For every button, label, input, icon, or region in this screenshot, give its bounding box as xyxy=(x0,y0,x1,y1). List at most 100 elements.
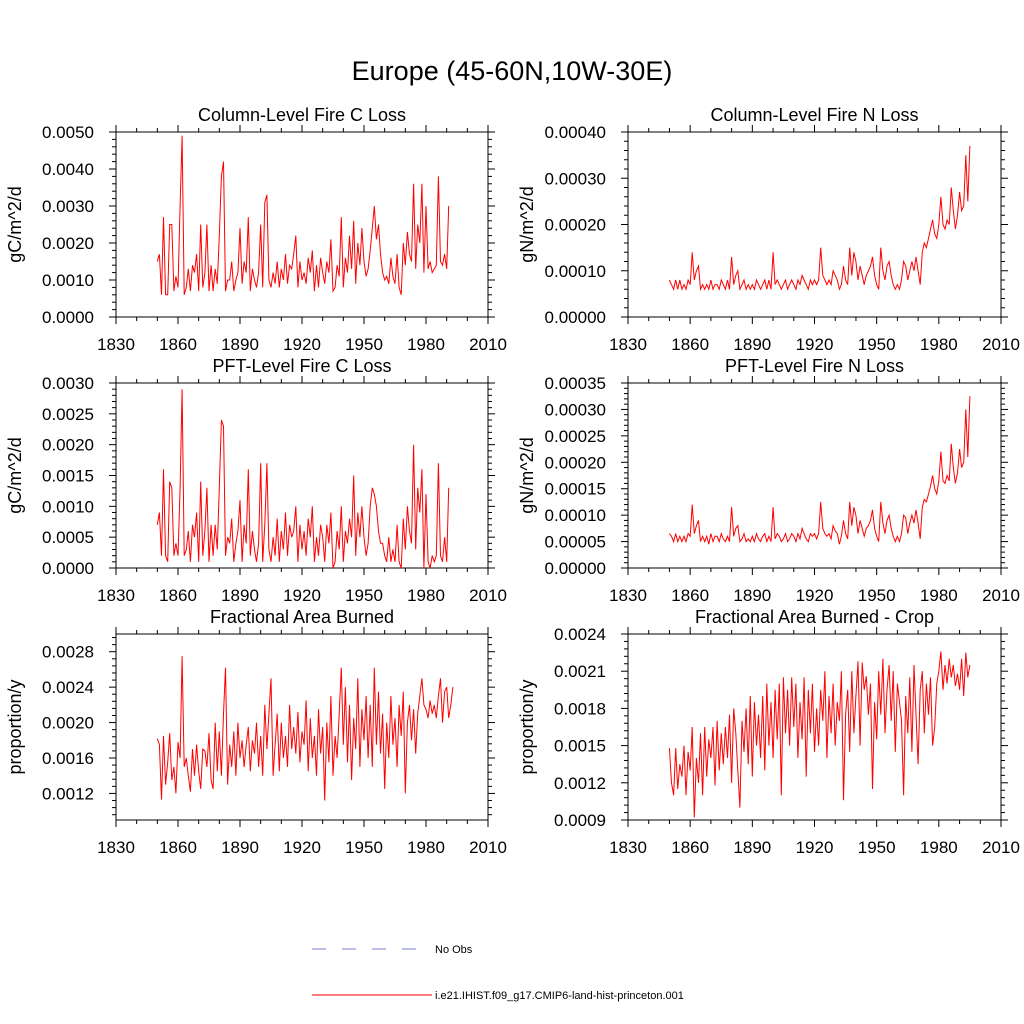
x-tick-label: 1860 xyxy=(671,586,709,605)
main-title: Europe (45-60N,10W-30E) xyxy=(351,56,673,86)
y-tick-label: 0.00020 xyxy=(545,216,606,235)
y-tick-label: 0.0000 xyxy=(42,559,94,578)
y-tick-label: 0.0024 xyxy=(42,678,94,697)
x-tick-label: 1890 xyxy=(221,586,259,605)
y-tick-label: 0.0050 xyxy=(42,123,94,142)
x-tick-label: 1950 xyxy=(858,335,896,354)
x-tick-label: 1920 xyxy=(796,586,834,605)
y-tick-label: 0.00020 xyxy=(545,453,606,472)
y-tick-label: 0.0040 xyxy=(42,160,94,179)
x-tick-label: 1890 xyxy=(221,838,259,857)
plot-frame xyxy=(115,633,489,821)
chart-panel-4: PFT-Level Fire N Loss gN/m^2/d 1830 1860 189… xyxy=(517,356,1020,605)
y-axis-label: proportion/y xyxy=(517,679,537,774)
y-tick-label: 0.0012 xyxy=(42,784,94,803)
x-tick-label: 1890 xyxy=(733,838,771,857)
panel-title: Fractional Area Burned xyxy=(210,607,394,627)
y-tick-label: 0.0015 xyxy=(42,467,94,486)
panel-title: Column-Level Fire N Loss xyxy=(710,105,918,125)
x-tick-label: 1950 xyxy=(858,586,896,605)
y-tick-label: 0.00005 xyxy=(545,533,606,552)
y-tick-label: 0.0015 xyxy=(554,737,606,756)
series-line xyxy=(669,396,971,545)
x-tick-label: 1950 xyxy=(345,335,383,354)
x-tick-label: 1950 xyxy=(858,838,896,857)
series-line xyxy=(156,656,454,801)
y-axis-label: gN/m^2/d xyxy=(517,186,537,262)
y-tick-label: 0.00000 xyxy=(545,308,606,327)
panel-title: Column-Level Fire C Loss xyxy=(198,105,406,125)
y-tick-label: 0.00040 xyxy=(545,123,606,142)
y-axis-label: gN/m^2/d xyxy=(517,437,537,513)
series-line xyxy=(156,135,450,296)
y-tick-label: 0.0010 xyxy=(42,497,94,516)
panel-title: Fractional Area Burned - Crop xyxy=(695,607,934,627)
y-tick-label: 0.0021 xyxy=(554,662,606,681)
x-tick-label: 1890 xyxy=(221,335,259,354)
x-tick-label: 2010 xyxy=(469,586,507,605)
x-tick-label: 1950 xyxy=(345,586,383,605)
series-line xyxy=(668,651,971,818)
y-tick-label: 0.0020 xyxy=(42,714,94,733)
legend: No Obs i.e21.IHIST.f09_g17.CMIP6-land-his… xyxy=(312,944,684,1002)
plot-frame xyxy=(115,382,489,569)
plot-frame xyxy=(627,382,1002,569)
y-tick-label: 0.0000 xyxy=(42,308,94,327)
x-tick-label: 1980 xyxy=(407,838,445,857)
y-tick-label: 0.0024 xyxy=(554,625,606,644)
x-tick-label: 1920 xyxy=(796,838,834,857)
x-tick-label: 1830 xyxy=(97,838,135,857)
y-tick-label: 0.0020 xyxy=(42,234,94,253)
y-tick-label: 0.0030 xyxy=(42,374,94,393)
chart-panel-6: Fractional Area Burned - Crop proportion/… xyxy=(517,607,1020,857)
x-tick-label: 2010 xyxy=(469,838,507,857)
x-tick-label: 2010 xyxy=(982,335,1020,354)
x-tick-label: 1860 xyxy=(159,335,197,354)
x-tick-label: 1830 xyxy=(97,586,135,605)
y-tick-label: 0.0012 xyxy=(554,774,606,793)
x-tick-label: 2010 xyxy=(982,838,1020,857)
y-axis-label: gC/m^2/d xyxy=(5,437,25,513)
y-tick-label: 0.00010 xyxy=(545,262,606,281)
x-tick-label: 1920 xyxy=(796,335,834,354)
x-tick-label: 1830 xyxy=(609,335,647,354)
y-tick-label: 0.00000 xyxy=(545,559,606,578)
panel-title: PFT-Level Fire C Loss xyxy=(212,356,391,376)
x-tick-label: 1980 xyxy=(407,586,445,605)
chart-panel-5: Fractional Area Burned proportion/y 1830 18… xyxy=(5,607,507,857)
y-tick-label: 0.0018 xyxy=(554,699,606,718)
plot-frame xyxy=(627,131,1002,318)
x-tick-label: 2010 xyxy=(982,586,1020,605)
legend-label-model: i.e21.IHIST.f09_g17.CMIP6-land-hist-prin… xyxy=(435,990,684,1002)
y-tick-label: 0.00030 xyxy=(545,169,606,188)
y-tick-label: 0.0016 xyxy=(42,749,94,768)
x-tick-label: 1980 xyxy=(920,335,958,354)
y-axis-label: gC/m^2/d xyxy=(5,186,25,262)
y-tick-label: 0.0020 xyxy=(42,436,94,455)
y-tick-label: 0.0028 xyxy=(42,643,94,662)
x-tick-label: 1950 xyxy=(345,838,383,857)
y-axis-label: proportion/y xyxy=(5,679,25,774)
chart-panel-3: PFT-Level Fire C Loss gC/m^2/d 1830 1860 189… xyxy=(5,356,507,605)
y-tick-label: 0.00015 xyxy=(545,480,606,499)
x-tick-label: 1860 xyxy=(671,335,709,354)
y-tick-label: 0.0025 xyxy=(42,405,94,424)
x-tick-label: 1980 xyxy=(407,335,445,354)
plot-frame xyxy=(627,633,1002,821)
y-tick-label: 0.0005 xyxy=(42,528,94,547)
x-tick-label: 1980 xyxy=(920,586,958,605)
y-tick-label: 0.0030 xyxy=(42,197,94,216)
x-tick-label: 1830 xyxy=(97,335,135,354)
x-tick-label: 1860 xyxy=(671,838,709,857)
x-tick-label: 1860 xyxy=(159,838,197,857)
y-tick-label: 0.00010 xyxy=(545,506,606,525)
x-tick-label: 1890 xyxy=(733,335,771,354)
y-tick-label: 0.00035 xyxy=(545,374,606,393)
x-tick-label: 1920 xyxy=(283,586,321,605)
x-tick-label: 1860 xyxy=(159,586,197,605)
series-line xyxy=(156,389,450,569)
x-tick-label: 1920 xyxy=(283,335,321,354)
x-tick-label: 1980 xyxy=(920,838,958,857)
x-tick-label: 1830 xyxy=(609,838,647,857)
